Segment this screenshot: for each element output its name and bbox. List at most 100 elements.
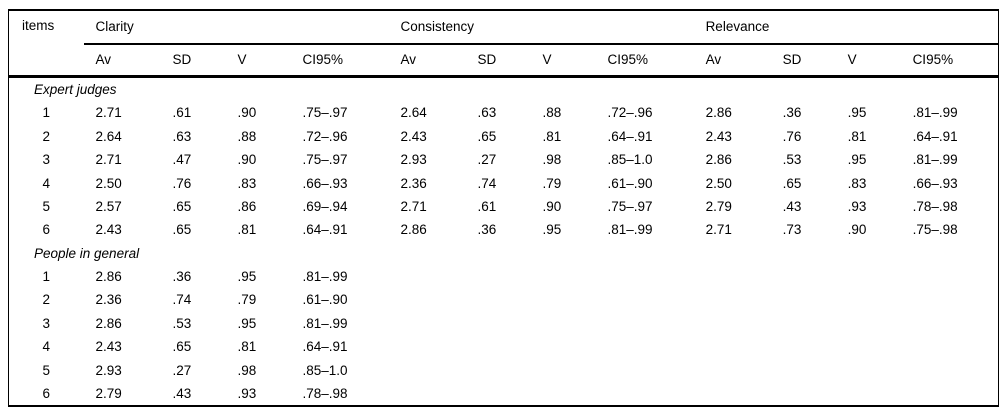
cell-value: [596, 265, 694, 288]
cell-value: .95: [542, 222, 562, 238]
cell-value: 2.86: [95, 315, 122, 331]
item-number: 4: [42, 175, 50, 191]
table-row: 4 2.50 .76 .83 .66–.93 2.36 .74 .79 .61–.90 2.50.…: [9, 172, 999, 195]
cell-value: .53: [172, 315, 192, 331]
subheader-ci95: CI95%: [290, 44, 389, 78]
table-row: 2 2.64 .63 .88 .72–.96 2.43 .65 .81 .64–.91 2.43.…: [9, 125, 999, 148]
cell-value: .65: [782, 175, 802, 191]
cell-value: [596, 312, 694, 335]
cell-value: .43: [782, 198, 802, 214]
cell-value: [596, 382, 694, 406]
table-row: 6 2.43 .65 .81 .64–.91 2.86 .36 .95 .81–.99 2.71.…: [9, 218, 999, 241]
item-number: 2: [42, 292, 50, 308]
cell-value: 2.43: [400, 128, 427, 144]
table-row: 3 2.86 .53 .95 .81–.99: [9, 312, 999, 335]
cell-value: .81–.99: [302, 269, 348, 285]
cell-value: [901, 359, 999, 382]
cell-value: .79: [237, 292, 257, 308]
cell-value: .63: [172, 128, 192, 144]
cell-value: .74: [477, 175, 497, 191]
cell-value: [694, 312, 771, 335]
cell-value: .90: [237, 105, 257, 121]
cell-value: [901, 289, 999, 312]
cell-value: [389, 265, 466, 288]
cell-value: 2.43: [705, 128, 732, 144]
item-number: 1: [42, 105, 50, 121]
cell-value: 2.50: [705, 175, 732, 191]
validity-statistics-table: items Clarity Consistency Relevance Av S…: [8, 9, 1000, 408]
cell-value: .72–.96: [607, 105, 653, 121]
cell-value: .90: [847, 222, 867, 238]
cell-value: .81: [542, 128, 562, 144]
cell-value: .27: [477, 152, 497, 168]
cell-value: .65: [172, 222, 192, 238]
item-number: 4: [42, 339, 50, 355]
cell-value: 2.86: [705, 152, 732, 168]
cell-value: [531, 312, 596, 335]
cell-value: 2.79: [705, 198, 732, 214]
subheader-v: V: [530, 44, 596, 78]
cell-value: 2.36: [95, 292, 122, 308]
section-label-row: Expert judges: [9, 77, 999, 102]
cell-value: [901, 382, 999, 406]
cell-value: .93: [237, 386, 257, 402]
group-header-clarity: Clarity: [83, 10, 389, 45]
cell-value: 2.71: [400, 198, 427, 214]
cell-value: .81–.99: [912, 105, 958, 121]
cell-value: 2.86: [95, 269, 122, 285]
cell-value: 2.43: [95, 222, 122, 238]
cell-value: [901, 335, 999, 358]
cell-value: .98: [237, 362, 257, 378]
cell-value: .95: [237, 269, 257, 285]
cell-value: [389, 289, 466, 312]
subheader-sd: SD: [770, 44, 836, 78]
section-label: People in general: [34, 245, 140, 261]
subheader-sd: SD: [160, 44, 226, 78]
table-row: 5 2.93 .27 .98 .85–1.0: [9, 359, 999, 382]
cell-value: [901, 312, 999, 335]
cell-value: [694, 265, 771, 288]
cell-value: .43: [172, 386, 192, 402]
cell-value: .81: [237, 339, 257, 355]
cell-value: [531, 382, 596, 406]
cell-value: 2.64: [95, 128, 122, 144]
subheader-ci95: CI95%: [595, 44, 694, 78]
item-number: 5: [42, 362, 50, 378]
subheader-ci95: CI95%: [900, 44, 999, 78]
cell-value: .78–.98: [302, 386, 348, 402]
table-row: 1 2.71 .61 .90 .75–.97 2.64 .63 .88 .72–.96 2.86.…: [9, 101, 999, 124]
cell-value: [466, 289, 531, 312]
cell-value: [836, 312, 901, 335]
cell-value: [771, 265, 836, 288]
cell-value: [836, 335, 901, 358]
cell-value: .83: [237, 175, 257, 191]
table-row: 1 2.86 .36 .95 .81–.99: [9, 265, 999, 288]
cell-value: [771, 335, 836, 358]
cell-value: .61–.90: [607, 175, 653, 191]
cell-value: .64–.91: [912, 128, 958, 144]
cell-value: 2.36: [400, 175, 427, 191]
cell-value: [694, 289, 771, 312]
cell-value: .61: [477, 198, 497, 214]
cell-value: [836, 382, 901, 406]
cell-value: [836, 265, 901, 288]
cell-value: [466, 335, 531, 358]
cell-value: [771, 312, 836, 335]
cell-value: .73: [782, 222, 802, 238]
cell-value: [771, 289, 836, 312]
table-row: 5 2.57 .65 .86 .69–.94 2.71 .61 .90 .75–.97 2.79.…: [9, 195, 999, 218]
item-number: 3: [42, 152, 50, 168]
cell-value: .61: [172, 105, 192, 121]
cell-value: .81–.99: [607, 222, 653, 238]
item-number: 2: [42, 128, 50, 144]
cell-value: [694, 335, 771, 358]
cell-value: .36: [782, 105, 802, 121]
item-number: 1: [42, 269, 50, 285]
cell-value: .75–.97: [302, 105, 348, 121]
group-header-row: items Clarity Consistency Relevance: [8, 10, 999, 78]
subheader-row: Av SD V CI95% Av SD V CI95% Av SD V CI95…: [9, 44, 999, 78]
table-row: 4 2.43 .65 .81 .64–.91: [9, 335, 999, 358]
cell-value: .81: [237, 222, 257, 238]
cell-value: [531, 289, 596, 312]
